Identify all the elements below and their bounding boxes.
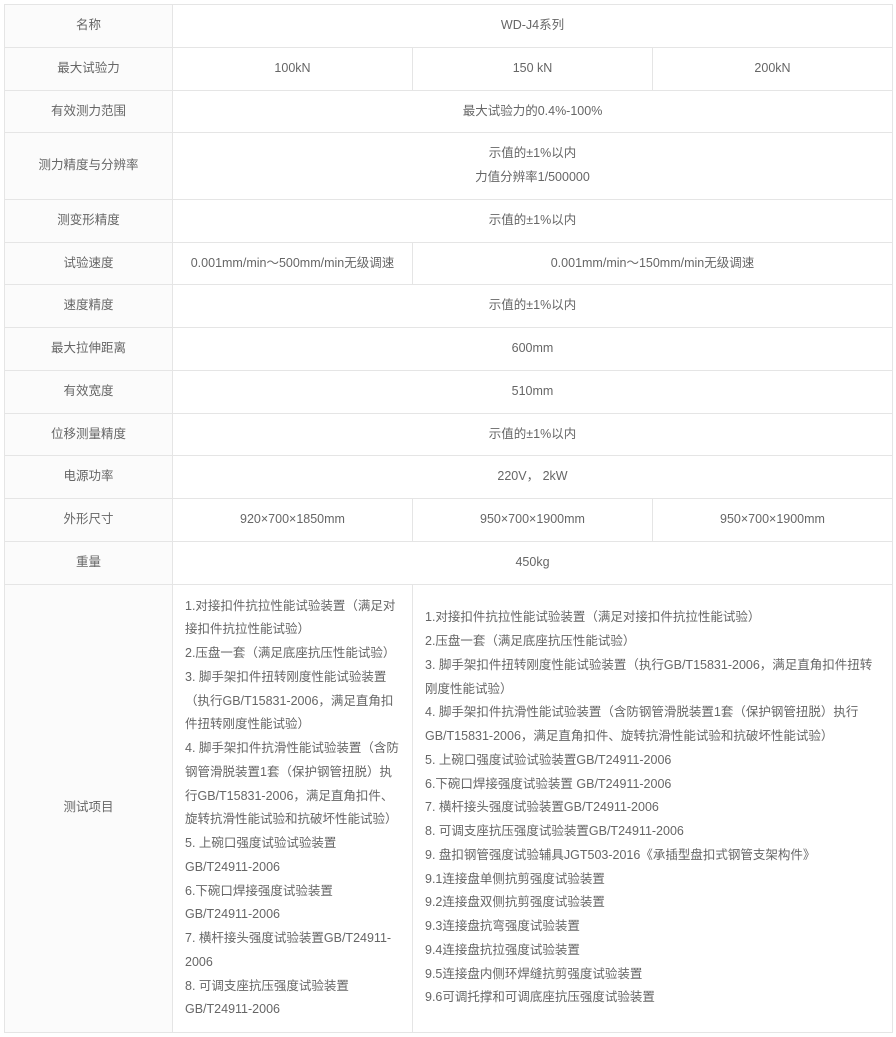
speed-c1: 0.001mm/min～500mm/min无级调速 bbox=[173, 242, 413, 285]
tests-line: 5. 上碗口强度试验试验装置GB/T24911-2006 bbox=[425, 749, 880, 773]
label-width: 有效宽度 bbox=[5, 370, 173, 413]
row-tests: 测试项目 1.对接扣件抗拉性能试验装置（满足对接扣件抗拉性能试验）2.压盘一套（… bbox=[5, 584, 893, 1033]
speed-c23: 0.001mm/min～150mm/min无级调速 bbox=[413, 242, 893, 285]
tests-col2: 1.对接扣件抗拉性能试验装置（满足对接扣件抗拉性能试验）2.压盘一套（满足底座抗… bbox=[413, 584, 893, 1033]
row-range: 有效测力范围 最大试验力的0.4%-100% bbox=[5, 90, 893, 133]
tests-line: 9.1连接盘单侧抗剪强度试验装置 bbox=[425, 868, 880, 892]
value-name: WD-J4系列 bbox=[173, 5, 893, 48]
row-name: 名称 WD-J4系列 bbox=[5, 5, 893, 48]
label-maxstroke: 最大拉伸距离 bbox=[5, 328, 173, 371]
tests-line: 9.5连接盘内侧环焊缝抗剪强度试验装置 bbox=[425, 963, 880, 987]
tests-line: 9.3连接盘抗弯强度试验装置 bbox=[425, 915, 880, 939]
dims-c2: 950×700×1900mm bbox=[413, 499, 653, 542]
value-range: 最大试验力的0.4%-100% bbox=[173, 90, 893, 133]
label-range: 有效测力范围 bbox=[5, 90, 173, 133]
tests-line: 1.对接扣件抗拉性能试验装置（满足对接扣件抗拉性能试验） bbox=[185, 595, 400, 643]
label-deform: 测变形精度 bbox=[5, 199, 173, 242]
tests-line: 6.下碗口焊接强度试验装置 GB/T24911-2006 bbox=[185, 880, 400, 928]
value-weight: 450kg bbox=[173, 541, 893, 584]
maxforce-c1: 100kN bbox=[173, 47, 413, 90]
row-maxforce: 最大试验力 100kN 150 kN 200kN bbox=[5, 47, 893, 90]
row-deform: 测变形精度 示值的±1%以内 bbox=[5, 199, 893, 242]
tests-line: 9.6可调托撑和可调底座抗压强度试验装置 bbox=[425, 986, 880, 1010]
tests-line: 3. 脚手架扣件扭转刚度性能试验装置（执行GB/T15831-2006，满足直角… bbox=[185, 666, 400, 737]
row-maxstroke: 最大拉伸距离 600mm bbox=[5, 328, 893, 371]
value-width: 510mm bbox=[173, 370, 893, 413]
tests-line: 9. 盘扣钢管强度试验辅具JGT503-2016《承插型盘扣式钢管支架构件》 bbox=[425, 844, 880, 868]
row-speedacc: 速度精度 示值的±1%以内 bbox=[5, 285, 893, 328]
label-dims: 外形尺寸 bbox=[5, 499, 173, 542]
value-speedacc: 示值的±1%以内 bbox=[173, 285, 893, 328]
row-power: 电源功率 220V， 2kW bbox=[5, 456, 893, 499]
row-speed: 试验速度 0.001mm/min～500mm/min无级调速 0.001mm/m… bbox=[5, 242, 893, 285]
tests-line: 9.2连接盘双侧抗剪强度试验装置 bbox=[425, 891, 880, 915]
label-speedacc: 速度精度 bbox=[5, 285, 173, 328]
row-accuracy: 测力精度与分辨率 示值的±1%以内 力值分辨率1/500000 bbox=[5, 133, 893, 200]
tests-line: 6.下碗口焊接强度试验装置 GB/T24911-2006 bbox=[425, 773, 880, 797]
spec-table: 名称 WD-J4系列 最大试验力 100kN 150 kN 200kN 有效测力… bbox=[4, 4, 893, 1033]
tests-line: 9.4连接盘抗拉强度试验装置 bbox=[425, 939, 880, 963]
label-name: 名称 bbox=[5, 5, 173, 48]
label-dispacc: 位移测量精度 bbox=[5, 413, 173, 456]
label-power: 电源功率 bbox=[5, 456, 173, 499]
tests-line: 1.对接扣件抗拉性能试验装置（满足对接扣件抗拉性能试验） bbox=[425, 606, 880, 630]
row-dims: 外形尺寸 920×700×1850mm 950×700×1900mm 950×7… bbox=[5, 499, 893, 542]
value-power: 220V， 2kW bbox=[173, 456, 893, 499]
row-width: 有效宽度 510mm bbox=[5, 370, 893, 413]
tests-line: 8. 可调支座抗压强度试验装置GB/T24911-2006 bbox=[185, 975, 400, 1023]
row-dispacc: 位移测量精度 示值的±1%以内 bbox=[5, 413, 893, 456]
label-tests: 测试项目 bbox=[5, 584, 173, 1033]
tests-line: 8. 可调支座抗压强度试验装置GB/T24911-2006 bbox=[425, 820, 880, 844]
maxforce-c3: 200kN bbox=[653, 47, 893, 90]
label-speed: 试验速度 bbox=[5, 242, 173, 285]
value-accuracy: 示值的±1%以内 力值分辨率1/500000 bbox=[173, 133, 893, 200]
tests-line: 7. 横杆接头强度试验装置GB/T24911-2006 bbox=[425, 796, 880, 820]
tests-col1: 1.对接扣件抗拉性能试验装置（满足对接扣件抗拉性能试验）2.压盘一套（满足底座抗… bbox=[173, 584, 413, 1033]
tests-line: 7. 横杆接头强度试验装置GB/T24911-2006 bbox=[185, 927, 400, 975]
maxforce-c2: 150 kN bbox=[413, 47, 653, 90]
value-deform: 示值的±1%以内 bbox=[173, 199, 893, 242]
tests-line: 4. 脚手架扣件抗滑性能试验装置（含防钢管滑脱装置1套（保护钢管扭脱）执行GB/… bbox=[425, 701, 880, 749]
tests-line: 2.压盘一套（满足底座抗压性能试验） bbox=[185, 642, 400, 666]
label-accuracy: 测力精度与分辨率 bbox=[5, 133, 173, 200]
dims-c1: 920×700×1850mm bbox=[173, 499, 413, 542]
value-dispacc: 示值的±1%以内 bbox=[173, 413, 893, 456]
tests-line: 4. 脚手架扣件抗滑性能试验装置（含防钢管滑脱装置1套（保护钢管扭脱）执行GB/… bbox=[185, 737, 400, 832]
label-maxforce: 最大试验力 bbox=[5, 47, 173, 90]
tests-line: 2.压盘一套（满足底座抗压性能试验） bbox=[425, 630, 880, 654]
dims-c3: 950×700×1900mm bbox=[653, 499, 893, 542]
row-weight: 重量 450kg bbox=[5, 541, 893, 584]
label-weight: 重量 bbox=[5, 541, 173, 584]
tests-line: 5. 上碗口强度试验试验装置GB/T24911-2006 bbox=[185, 832, 400, 880]
accuracy-line1: 示值的±1%以内 bbox=[181, 142, 884, 166]
accuracy-line2: 力值分辨率1/500000 bbox=[181, 166, 884, 190]
value-maxstroke: 600mm bbox=[173, 328, 893, 371]
tests-line: 3. 脚手架扣件扭转刚度性能试验装置（执行GB/T15831-2006，满足直角… bbox=[425, 654, 880, 702]
